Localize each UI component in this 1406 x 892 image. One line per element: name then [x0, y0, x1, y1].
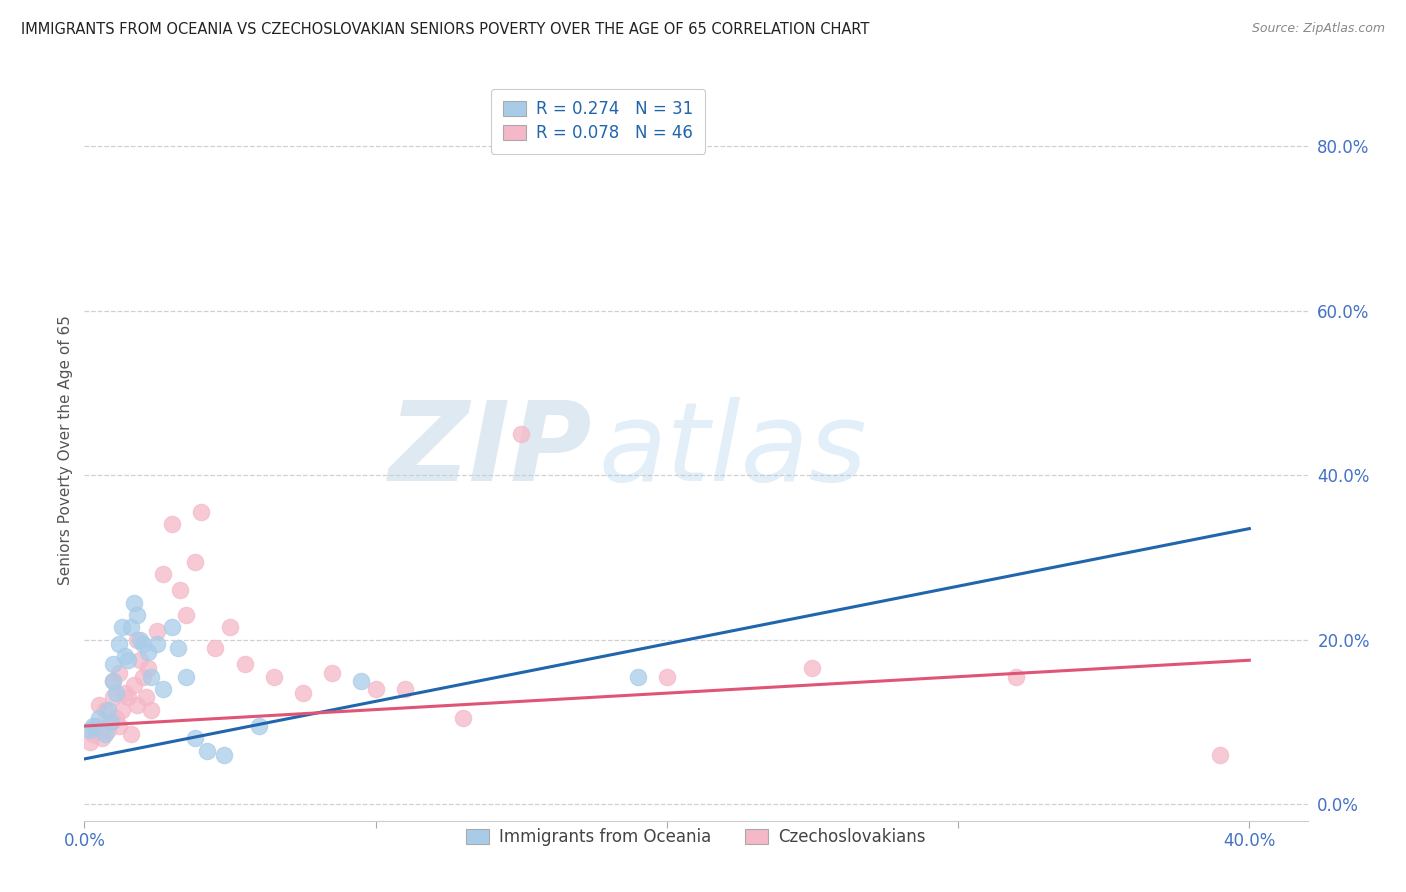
- Point: [627, 670, 650, 684]
- Point: [97, 723, 120, 738]
- Point: [174, 670, 197, 684]
- Point: [100, 714, 122, 729]
- Point: [166, 640, 188, 655]
- Point: [108, 719, 131, 733]
- Text: atlas: atlas: [598, 397, 866, 504]
- Point: [87, 698, 110, 713]
- Point: [100, 714, 122, 729]
- Point: [146, 637, 169, 651]
- Point: [108, 665, 131, 680]
- Y-axis label: Seniors Poverty Over the Age of 65: Seniors Poverty Over the Age of 65: [58, 316, 73, 585]
- Point: [79, 735, 101, 749]
- Point: [79, 723, 101, 738]
- Point: [350, 673, 373, 688]
- Point: [184, 554, 207, 569]
- Point: [204, 640, 226, 655]
- Point: [135, 690, 157, 705]
- Point: [111, 620, 134, 634]
- Legend: Immigrants from Oceania, Czechoslovakians: Immigrants from Oceania, Czechoslovakian…: [460, 822, 932, 853]
- Point: [195, 744, 218, 758]
- Point: [128, 632, 150, 647]
- Point: [84, 719, 107, 733]
- Point: [105, 711, 128, 725]
- Point: [152, 566, 174, 581]
- Point: [111, 703, 134, 717]
- Point: [103, 673, 125, 688]
- Point: [321, 665, 343, 680]
- Point: [801, 661, 824, 675]
- Point: [120, 727, 142, 741]
- Point: [120, 620, 142, 634]
- Point: [117, 653, 139, 667]
- Point: [97, 703, 120, 717]
- Point: [174, 607, 197, 622]
- Point: [108, 637, 131, 651]
- Point: [87, 711, 110, 725]
- Point: [364, 681, 387, 696]
- Point: [1209, 747, 1232, 762]
- Point: [146, 624, 169, 639]
- Point: [219, 620, 242, 634]
- Point: [169, 583, 191, 598]
- Point: [510, 427, 533, 442]
- Text: IMMIGRANTS FROM OCEANIA VS CZECHOSLOVAKIAN SENIORS POVERTY OVER THE AGE OF 65 CO: IMMIGRANTS FROM OCEANIA VS CZECHOSLOVAKI…: [21, 22, 869, 37]
- Text: ZIP: ZIP: [388, 397, 592, 504]
- Point: [160, 517, 183, 532]
- Point: [103, 690, 125, 705]
- Point: [131, 637, 153, 651]
- Point: [160, 620, 183, 634]
- Point: [93, 727, 115, 741]
- Point: [138, 661, 160, 675]
- Point: [82, 719, 104, 733]
- Point: [247, 719, 270, 733]
- Point: [103, 673, 125, 688]
- Point: [138, 645, 160, 659]
- Point: [125, 632, 148, 647]
- Point: [93, 703, 115, 717]
- Text: Source: ZipAtlas.com: Source: ZipAtlas.com: [1251, 22, 1385, 36]
- Point: [141, 703, 163, 717]
- Point: [122, 596, 145, 610]
- Point: [263, 670, 285, 684]
- Point: [141, 670, 163, 684]
- Point: [114, 686, 136, 700]
- Point: [394, 681, 416, 696]
- Point: [212, 747, 235, 762]
- Point: [117, 690, 139, 705]
- Point: [125, 698, 148, 713]
- Point: [184, 731, 207, 746]
- Point: [82, 727, 104, 741]
- Point: [105, 686, 128, 700]
- Point: [114, 649, 136, 664]
- Point: [128, 653, 150, 667]
- Point: [125, 607, 148, 622]
- Point: [122, 678, 145, 692]
- Point: [655, 670, 678, 684]
- Point: [451, 711, 474, 725]
- Point: [152, 681, 174, 696]
- Point: [90, 731, 112, 746]
- Point: [233, 657, 256, 672]
- Point: [131, 670, 153, 684]
- Point: [1005, 670, 1028, 684]
- Point: [190, 505, 212, 519]
- Point: [291, 686, 314, 700]
- Point: [103, 657, 125, 672]
